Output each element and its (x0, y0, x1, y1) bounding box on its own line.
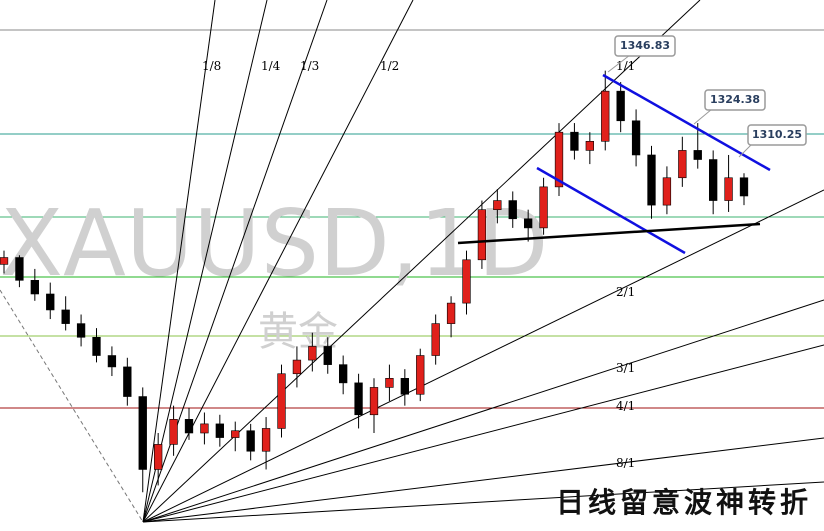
candle-body (123, 366, 132, 397)
callout-pointer (607, 54, 631, 73)
candle-body (0, 257, 9, 265)
candle-body (261, 428, 271, 452)
candle-body (354, 382, 363, 416)
candle-body (524, 218, 533, 229)
candle-body (462, 259, 471, 304)
candle-body (554, 131, 564, 188)
fan-label: 1/1 (616, 59, 635, 73)
candle-body (693, 150, 702, 160)
fan-line (142, 437, 824, 523)
candle-body (323, 346, 332, 365)
price-label: 1346.83 (620, 39, 670, 52)
candle-body (46, 293, 55, 311)
fan-line (142, 0, 414, 523)
callout-pointer (693, 108, 713, 125)
fan-line (142, 344, 824, 523)
fan-label: 3/1 (616, 361, 635, 375)
fan-label: 4/1 (616, 399, 635, 413)
candle-body (107, 355, 117, 368)
candle-body (385, 378, 394, 388)
callout-pointer (738, 143, 753, 158)
horizontal-levels (0, 29, 824, 409)
fan-line (142, 481, 824, 523)
symbol-watermark: XAUUSD,1D (0, 190, 549, 297)
fan-label: 1/2 (380, 59, 399, 73)
callout-box (614, 35, 676, 57)
callout-box (747, 124, 807, 146)
candle-body (508, 200, 517, 220)
candle-body (416, 355, 425, 395)
candle-body (724, 177, 733, 201)
candle-body (585, 140, 594, 151)
candle-body (277, 373, 286, 429)
candle-body (231, 430, 240, 438)
fan-label: 1/8 (202, 59, 221, 73)
fan-label: 2/1 (616, 285, 635, 299)
candle-body (678, 150, 687, 179)
candle-body (76, 323, 86, 338)
candle-body (739, 177, 749, 197)
candle-body (61, 309, 70, 324)
candle-body (215, 423, 224, 438)
caption: 日线留意波神转折 (556, 486, 812, 519)
support-line (457, 222, 761, 245)
candle-body (631, 120, 641, 156)
candle-body (369, 387, 379, 416)
candle-body (169, 419, 178, 445)
candle-body (477, 209, 487, 261)
price-label: 1310.25 (752, 128, 802, 141)
candle-body (30, 280, 39, 295)
price-callout: 1310.25 (738, 124, 807, 158)
candle-body (709, 159, 718, 201)
fan-line-dashed (0, 289, 144, 523)
candle-body (493, 200, 502, 210)
candle-body (616, 90, 625, 122)
candle-body (570, 131, 579, 151)
candle-body (292, 359, 302, 375)
price-callout: 1324.38 (693, 89, 766, 125)
candle-body (647, 154, 656, 206)
candle-body (339, 364, 348, 384)
fan-label: 1/3 (300, 59, 319, 73)
fan-line (142, 299, 824, 523)
candle-body (184, 419, 194, 434)
candle-body (138, 396, 147, 470)
candle-body (246, 430, 255, 452)
candle-body (154, 444, 163, 470)
candle-body (446, 302, 456, 324)
candles (0, 70, 749, 493)
price-callout: 1346.83 (607, 35, 676, 73)
price-label: 1324.38 (710, 93, 760, 106)
candle-body (431, 323, 440, 356)
fan-label: 1/4 (261, 59, 281, 73)
candle-body (539, 186, 548, 229)
fan-line (142, 0, 216, 523)
fan-line (142, 189, 824, 523)
candle-body (601, 90, 610, 142)
candle-body (662, 177, 672, 206)
candle-body (15, 257, 24, 281)
candle-body (200, 423, 209, 434)
fan-line (142, 0, 268, 523)
candle-body (308, 346, 317, 361)
fan-label: 8/1 (616, 456, 635, 470)
callout-box (704, 89, 766, 111)
candle-body (92, 336, 101, 356)
candle-body (400, 378, 409, 395)
channel-line (536, 166, 686, 255)
